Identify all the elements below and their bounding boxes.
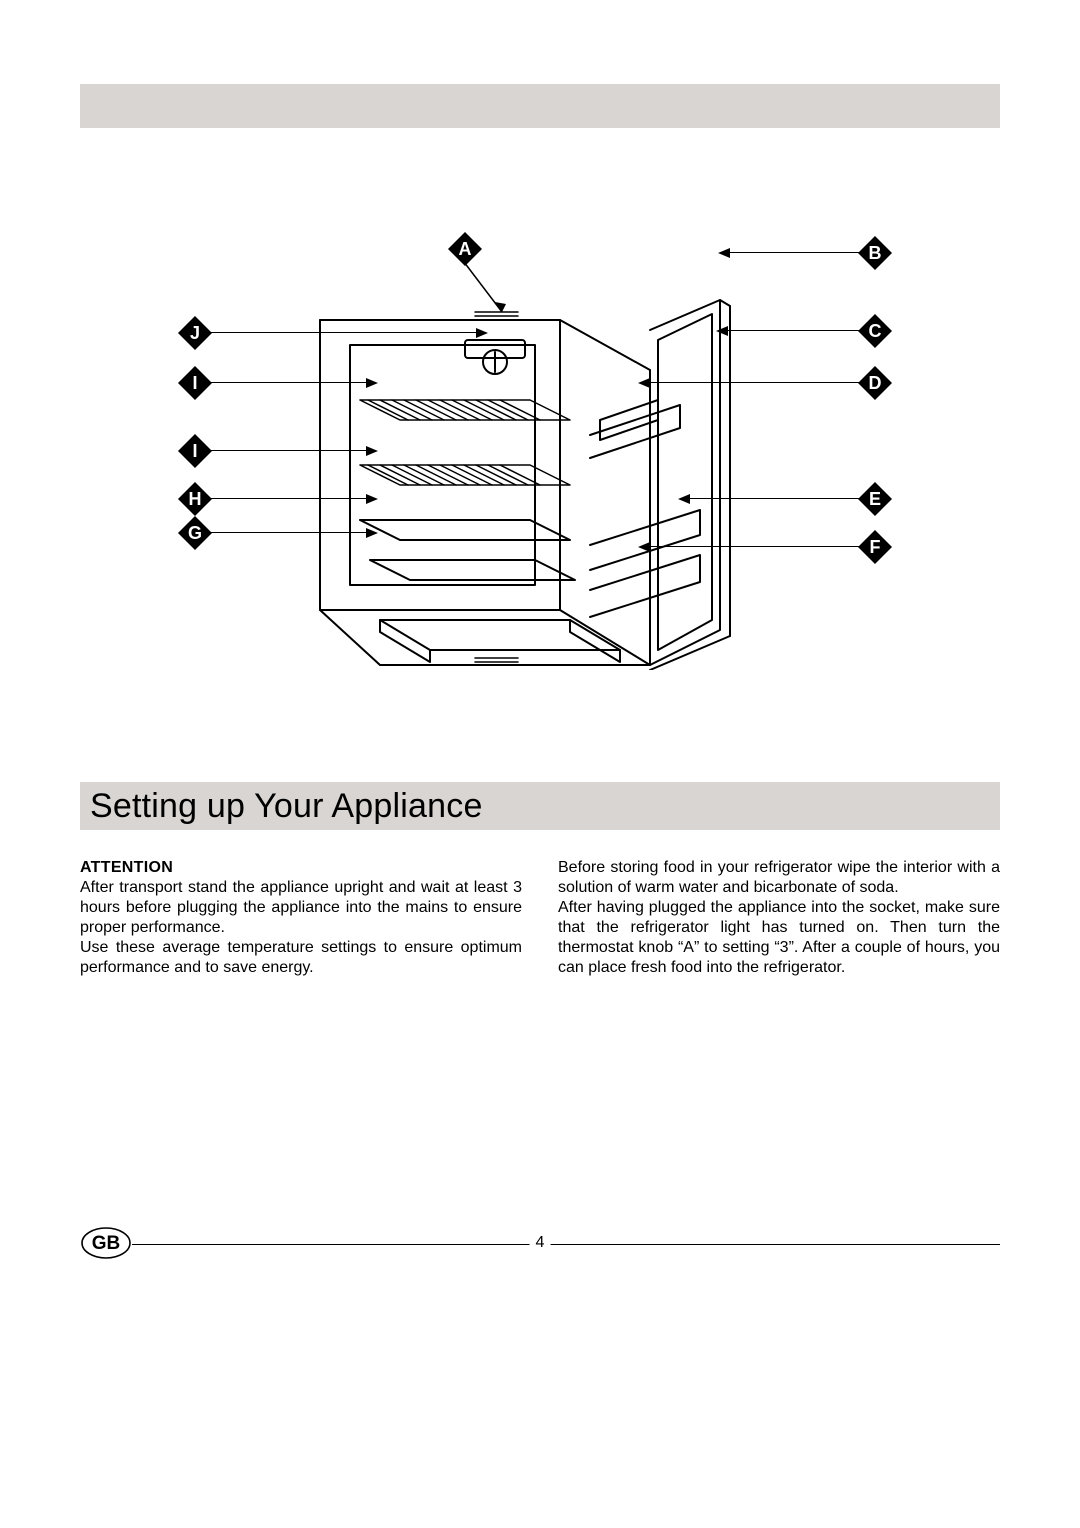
callout-label: F: [870, 538, 881, 556]
callout-F: F: [858, 530, 892, 564]
callout-label: G: [188, 524, 202, 542]
leader-G: [210, 532, 370, 533]
callout-label: I: [192, 442, 197, 460]
leader-F: [646, 546, 860, 547]
leader-I-lower: [210, 450, 370, 451]
right-para-2: After having plugged the appliance into …: [558, 898, 1000, 978]
leader-I-upper: [210, 382, 370, 383]
callout-E: E: [858, 482, 892, 516]
callout-label: D: [869, 374, 882, 392]
left-para-1: After transport stand the appliance upri…: [80, 878, 522, 938]
callout-I-lower: I: [178, 434, 212, 468]
leader-J: [210, 332, 480, 333]
callout-I-upper: I: [178, 366, 212, 400]
callout-label: A: [459, 240, 472, 258]
callout-C: C: [858, 314, 892, 348]
section-title-band: Setting up Your Appliance: [80, 782, 1000, 830]
callout-label: C: [869, 322, 882, 340]
right-column: Before storing food in your refrigerator…: [558, 858, 1000, 978]
leader-E: [686, 498, 860, 499]
callout-G: G: [178, 516, 212, 550]
left-column: ATTENTION After transport stand the appl…: [80, 858, 522, 978]
callout-A: A: [448, 232, 482, 266]
leader-B: [726, 252, 860, 253]
top-grey-band: [80, 84, 1000, 128]
callout-label: J: [190, 324, 200, 342]
footer: GB 4: [80, 1232, 1000, 1268]
region-code-text: GB: [92, 1233, 121, 1254]
leader-H: [210, 498, 370, 499]
section-title: Setting up Your Appliance: [80, 787, 483, 826]
page: A B C D E: [0, 0, 1080, 1528]
callout-H: H: [178, 482, 212, 516]
left-para-2: Use these average temperature settings t…: [80, 938, 522, 978]
body-columns: ATTENTION After transport stand the appl…: [80, 858, 1000, 978]
region-badge: GB: [80, 1226, 132, 1260]
right-para-1: Before storing food in your refrigerator…: [558, 858, 1000, 898]
callout-label: I: [192, 374, 197, 392]
callout-J: J: [178, 316, 212, 350]
callout-label: H: [189, 490, 202, 508]
leader-D: [646, 382, 860, 383]
callout-label: E: [869, 490, 881, 508]
callout-B: B: [858, 236, 892, 270]
appliance-diagram: A B C D E: [170, 220, 900, 660]
callout-label: B: [869, 244, 882, 262]
leader-C: [724, 330, 860, 331]
callout-D: D: [858, 366, 892, 400]
page-number: 4: [530, 1234, 551, 1252]
attention-heading: ATTENTION: [80, 858, 522, 878]
